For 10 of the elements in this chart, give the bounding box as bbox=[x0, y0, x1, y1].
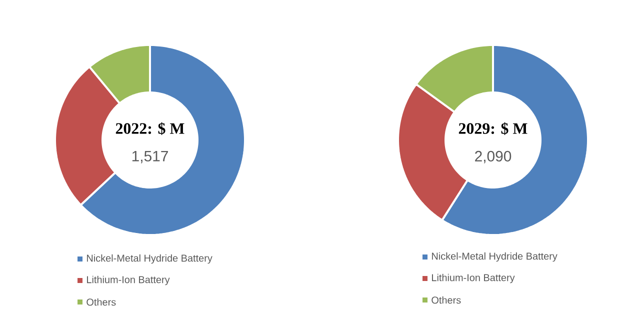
text: 2,090 bbox=[475, 150, 512, 164]
legend-label: Lithium-Ion Battery bbox=[432, 274, 515, 284]
legend-label: Others bbox=[86, 298, 116, 306]
legend-label: Others bbox=[432, 296, 461, 304]
text: 1,517 bbox=[132, 151, 168, 164]
legend-label: Lithium-Ion Battery bbox=[87, 276, 170, 286]
legend-label: Nickel-Metal Hydride Battery bbox=[87, 254, 212, 264]
text: 2022: $ M bbox=[116, 122, 184, 135]
text: 2029: $ M bbox=[458, 122, 528, 135]
legend-label: Nickel-Metal Hydride Battery bbox=[432, 252, 558, 262]
